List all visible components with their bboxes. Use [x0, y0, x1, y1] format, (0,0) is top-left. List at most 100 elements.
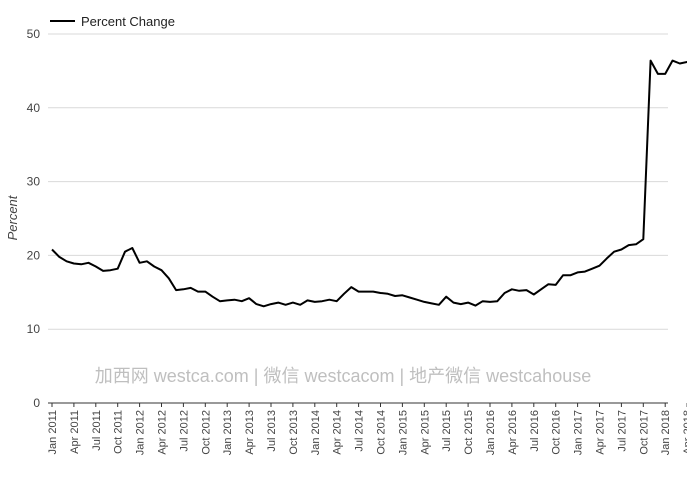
- data-point[interactable]: [589, 266, 595, 272]
- data-point[interactable]: [582, 269, 588, 275]
- data-point[interactable]: [429, 300, 435, 306]
- data-point[interactable]: [56, 254, 62, 260]
- data-point[interactable]: [618, 246, 624, 252]
- data-point[interactable]: [341, 291, 347, 297]
- data-point[interactable]: [173, 287, 179, 293]
- x-tick-label: Jan 2017: [573, 410, 585, 455]
- data-point[interactable]: [144, 258, 150, 264]
- data-point[interactable]: [399, 292, 405, 298]
- data-point[interactable]: [604, 255, 610, 261]
- data-point[interactable]: [575, 269, 581, 275]
- x-tick-label: Jul 2014: [354, 410, 366, 452]
- series-line-percent-change: [51, 59, 687, 308]
- data-point[interactable]: [560, 272, 566, 278]
- data-point[interactable]: [451, 300, 457, 306]
- data-point[interactable]: [655, 71, 661, 77]
- data-point[interactable]: [202, 289, 208, 295]
- data-point[interactable]: [348, 284, 354, 290]
- data-point[interactable]: [275, 300, 281, 306]
- data-point[interactable]: [326, 297, 332, 303]
- data-point[interactable]: [100, 268, 106, 274]
- data-point[interactable]: [356, 289, 362, 295]
- data-point[interactable]: [502, 290, 508, 296]
- data-point[interactable]: [297, 302, 303, 308]
- data-point[interactable]: [567, 272, 573, 278]
- data-point[interactable]: [597, 263, 603, 269]
- data-point[interactable]: [166, 275, 172, 281]
- x-tick-label: Jan 2014: [310, 410, 322, 455]
- data-point[interactable]: [195, 289, 201, 295]
- y-axis-label: Percent: [5, 194, 20, 240]
- data-point[interactable]: [648, 58, 654, 64]
- data-point[interactable]: [487, 299, 493, 305]
- x-tick-label: Apr 2012: [157, 410, 169, 455]
- data-point[interactable]: [253, 301, 259, 307]
- data-point[interactable]: [86, 260, 92, 266]
- data-point[interactable]: [458, 301, 464, 307]
- data-point[interactable]: [524, 287, 530, 293]
- data-point[interactable]: [385, 291, 391, 297]
- data-point[interactable]: [472, 303, 478, 309]
- data-point[interactable]: [137, 260, 143, 266]
- data-point[interactable]: [129, 245, 135, 251]
- data-point[interactable]: [239, 298, 245, 304]
- data-point[interactable]: [334, 298, 340, 304]
- x-tick-label: Oct 2012: [200, 410, 212, 455]
- data-point[interactable]: [268, 301, 274, 307]
- data-point[interactable]: [436, 302, 442, 308]
- data-point[interactable]: [319, 298, 325, 304]
- data-point[interactable]: [538, 286, 544, 292]
- data-point[interactable]: [49, 246, 55, 252]
- legend[interactable]: Percent Change: [50, 14, 175, 29]
- data-point[interactable]: [159, 267, 165, 273]
- data-point[interactable]: [421, 299, 427, 305]
- y-tick-label: 50: [27, 27, 41, 41]
- data-point[interactable]: [312, 299, 318, 305]
- data-point[interactable]: [516, 288, 522, 294]
- data-point[interactable]: [78, 261, 84, 267]
- data-point[interactable]: [93, 263, 99, 269]
- data-point[interactable]: [71, 261, 77, 267]
- data-point[interactable]: [64, 258, 70, 264]
- data-point[interactable]: [115, 266, 121, 272]
- x-tick-label: Jul 2011: [91, 410, 103, 451]
- data-point[interactable]: [363, 289, 369, 295]
- data-point[interactable]: [407, 294, 413, 300]
- data-point[interactable]: [662, 71, 668, 77]
- data-point[interactable]: [151, 263, 157, 269]
- data-point[interactable]: [232, 297, 238, 303]
- series-layer: [49, 58, 687, 309]
- data-point[interactable]: [378, 290, 384, 296]
- data-point[interactable]: [633, 241, 639, 247]
- data-point[interactable]: [509, 286, 515, 292]
- data-point[interactable]: [370, 289, 376, 295]
- data-point[interactable]: [107, 267, 113, 273]
- data-point[interactable]: [443, 294, 449, 300]
- data-point[interactable]: [305, 297, 311, 303]
- data-point[interactable]: [531, 292, 537, 298]
- y-tick-label: 40: [27, 101, 41, 115]
- data-point[interactable]: [122, 249, 128, 255]
- data-point[interactable]: [290, 300, 296, 306]
- data-point[interactable]: [392, 293, 398, 299]
- data-point[interactable]: [553, 282, 559, 288]
- data-point[interactable]: [217, 298, 223, 304]
- data-point[interactable]: [261, 303, 267, 309]
- data-point[interactable]: [283, 302, 289, 308]
- data-point[interactable]: [188, 285, 194, 291]
- data-point[interactable]: [677, 61, 683, 67]
- data-point[interactable]: [480, 298, 486, 304]
- x-tick-label: Apr 2016: [507, 410, 519, 455]
- data-point[interactable]: [224, 297, 230, 303]
- data-point[interactable]: [670, 58, 676, 64]
- data-point[interactable]: [640, 236, 646, 242]
- data-point[interactable]: [626, 242, 632, 248]
- data-point[interactable]: [180, 286, 186, 292]
- data-point[interactable]: [465, 300, 471, 306]
- data-point[interactable]: [246, 295, 252, 301]
- data-point[interactable]: [414, 297, 420, 303]
- data-point[interactable]: [545, 281, 551, 287]
- data-point[interactable]: [494, 298, 500, 304]
- data-point[interactable]: [210, 294, 216, 300]
- data-point[interactable]: [611, 249, 617, 255]
